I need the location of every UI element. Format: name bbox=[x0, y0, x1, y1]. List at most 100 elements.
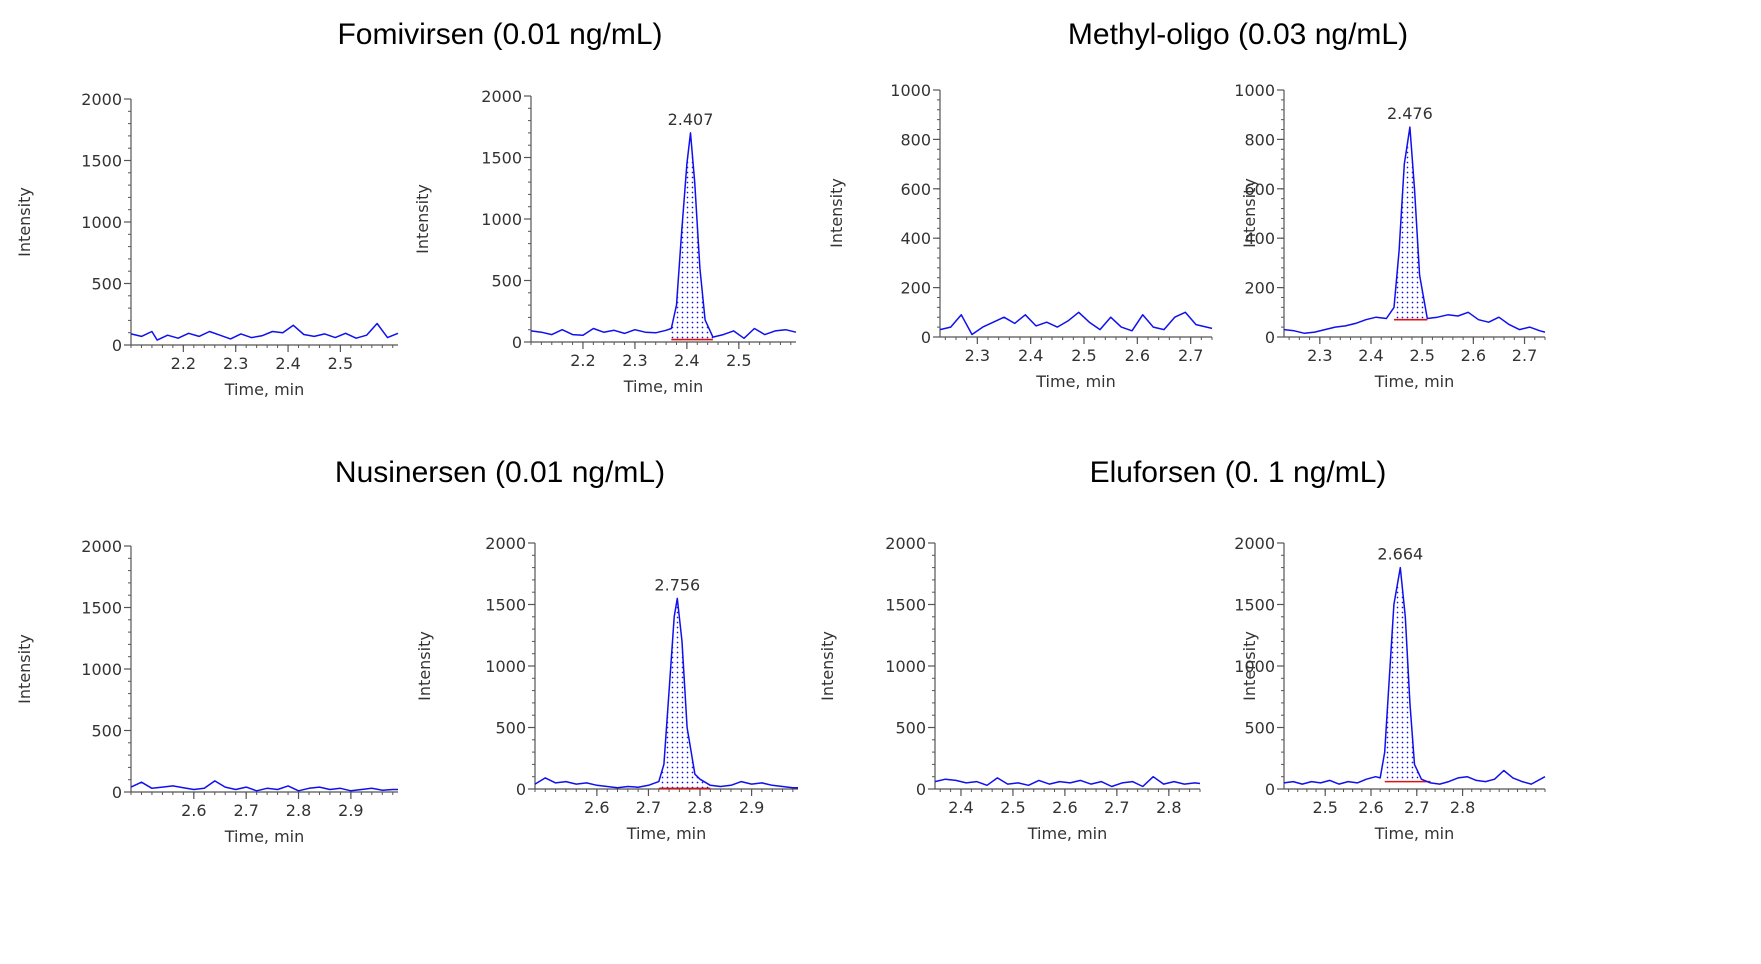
y-axis-label: Intensity bbox=[15, 187, 34, 257]
x-axis-label: Time, min bbox=[623, 377, 704, 396]
x-tick-label: 2.3 bbox=[965, 346, 990, 365]
y-tick-label: 0 bbox=[112, 336, 122, 355]
y-tick-label: 2000 bbox=[81, 537, 122, 556]
x-axis-label: Time, min bbox=[1035, 372, 1116, 391]
x-tick-label: 2.5 bbox=[328, 354, 353, 373]
x-tick-label: 2.2 bbox=[171, 354, 196, 373]
y-tick-label: 2000 bbox=[81, 90, 122, 109]
chromatogram-panel: 0 200 400 600 800 1000 2.3 2.4 2.5 2.6 2.7 Time, mi… bbox=[1234, 81, 1546, 391]
y-axis-label: Intensity bbox=[413, 184, 432, 254]
x-axis-label: Time, min bbox=[1374, 372, 1455, 391]
chromatogram-trace bbox=[130, 780, 398, 792]
y-tick-label: 600 bbox=[900, 180, 931, 199]
y-tick-label: 1000 bbox=[81, 660, 122, 679]
y-axis-label: Intensity bbox=[15, 634, 34, 704]
peak-area bbox=[1384, 567, 1431, 783]
chromatogram-panel: 0 500 1000 1500 2000 2.2 2.3 2.4 2.5 Time, min Int… bbox=[413, 87, 797, 396]
x-tick-label: 2.6 bbox=[1358, 798, 1383, 817]
y-tick-label: 500 bbox=[91, 275, 122, 294]
x-tick-label: 2.4 bbox=[674, 351, 699, 370]
x-tick-label: 2.3 bbox=[223, 354, 248, 373]
chromatogram-trace bbox=[1283, 566, 1546, 785]
x-tick-label: 2.6 bbox=[1052, 798, 1077, 817]
x-tick-label: 2.7 bbox=[233, 801, 258, 820]
y-tick-label: 0 bbox=[921, 328, 931, 347]
x-tick-label: 2.6 bbox=[181, 801, 206, 820]
y-tick-label: 2000 bbox=[885, 534, 926, 553]
x-tick-label: 2.2 bbox=[570, 351, 595, 370]
x-tick-label: 2.9 bbox=[739, 798, 764, 817]
y-tick-label: 1000 bbox=[890, 81, 931, 100]
y-tick-label: 2000 bbox=[1234, 534, 1275, 553]
y-tick-label: 1000 bbox=[481, 210, 522, 229]
y-tick-label: 1500 bbox=[81, 152, 122, 171]
y-tick-label: 1000 bbox=[885, 657, 926, 676]
chromatogram-trace bbox=[530, 132, 797, 340]
x-tick-label: 2.4 bbox=[275, 354, 300, 373]
x-tick-label: 2.6 bbox=[1125, 346, 1150, 365]
y-tick-label: 400 bbox=[900, 229, 931, 248]
x-tick-label: 2.5 bbox=[1312, 798, 1337, 817]
chromatogram-panel: 0 500 1000 1500 2000 2.2 2.3 2.4 2.5 Time, min Int… bbox=[15, 90, 399, 399]
x-tick-label: 2.7 bbox=[1104, 798, 1129, 817]
y-tick-label: 200 bbox=[900, 279, 931, 298]
x-tick-label: 2.8 bbox=[1156, 798, 1181, 817]
group-title: Eluforsen (0. 1 ng/mL) bbox=[1089, 456, 1387, 489]
y-tick-label: 2000 bbox=[481, 87, 522, 106]
y-tick-label: 1000 bbox=[81, 213, 122, 232]
y-tick-label: 1500 bbox=[885, 596, 926, 615]
y-tick-label: 500 bbox=[1244, 719, 1275, 738]
x-tick-label: 2.5 bbox=[1071, 346, 1096, 365]
y-tick-label: 1000 bbox=[485, 657, 526, 676]
peak-retention-label: 2.476 bbox=[1387, 104, 1433, 123]
peak-retention-label: 2.664 bbox=[1377, 545, 1423, 564]
x-tick-label: 2.7 bbox=[1512, 346, 1537, 365]
x-axis-label: Time, min bbox=[224, 827, 305, 846]
y-tick-label: 500 bbox=[495, 719, 526, 738]
y-tick-label: 1500 bbox=[481, 149, 522, 168]
x-tick-label: 2.4 bbox=[1018, 346, 1043, 365]
y-tick-label: 600 bbox=[1244, 180, 1275, 199]
peak-area bbox=[671, 132, 713, 340]
y-axis-label: Intensity bbox=[1240, 631, 1259, 701]
x-tick-label: 2.5 bbox=[1000, 798, 1025, 817]
x-axis-label: Time, min bbox=[626, 824, 707, 843]
chromatogram-panel: 0 500 1000 1500 2000 2.6 2.7 2.8 2.9 Time, min Int… bbox=[415, 534, 798, 843]
peak-retention-label: 2.407 bbox=[668, 110, 714, 129]
x-tick-label: 2.7 bbox=[1404, 798, 1429, 817]
y-axis-label: Intensity bbox=[818, 631, 837, 701]
chromatogram-trace bbox=[130, 322, 399, 341]
x-tick-label: 2.6 bbox=[1461, 346, 1486, 365]
x-tick-label: 2.8 bbox=[1450, 798, 1475, 817]
y-axis-label: Intensity bbox=[827, 178, 846, 248]
y-tick-label: 0 bbox=[1265, 328, 1275, 347]
chromatogram-panel: 0 200 400 600 800 1000 2.3 2.4 2.5 2.6 2.7 Time, mi… bbox=[827, 81, 1213, 391]
chromatogram-trace bbox=[534, 597, 798, 789]
x-tick-label: 2.8 bbox=[286, 801, 311, 820]
x-tick-label: 2.6 bbox=[584, 798, 609, 817]
y-tick-label: 0 bbox=[1265, 780, 1275, 799]
y-tick-label: 500 bbox=[91, 722, 122, 741]
x-tick-label: 2.5 bbox=[726, 351, 751, 370]
x-axis-label: Time, min bbox=[1027, 824, 1108, 843]
group-title: Nusinersen (0.01 ng/mL) bbox=[334, 456, 666, 489]
group-title: Fomivirsen (0.01 ng/mL) bbox=[337, 18, 663, 51]
y-tick-label: 2000 bbox=[485, 534, 526, 553]
x-tick-label: 2.8 bbox=[687, 798, 712, 817]
chromatogram-trace bbox=[934, 775, 1201, 788]
y-axis-label: Intensity bbox=[415, 631, 434, 701]
y-axis-label: Intensity bbox=[1240, 178, 1259, 248]
x-tick-label: 2.4 bbox=[1358, 346, 1383, 365]
y-tick-label: 500 bbox=[895, 719, 926, 738]
x-axis-label: Time, min bbox=[224, 380, 305, 399]
y-tick-label: 0 bbox=[516, 780, 526, 799]
x-tick-label: 2.7 bbox=[1178, 346, 1203, 365]
x-tick-label: 2.3 bbox=[622, 351, 647, 370]
y-tick-label: 500 bbox=[491, 272, 522, 291]
y-tick-label: 200 bbox=[1244, 279, 1275, 298]
y-tick-label: 400 bbox=[1244, 229, 1275, 248]
x-tick-label: 2.4 bbox=[948, 798, 973, 817]
chromatogram-trace bbox=[1283, 126, 1546, 335]
chromatogram-panel: 0 500 1000 1500 2000 2.5 2.6 2.7 2.8 Time, min Int… bbox=[1234, 534, 1546, 843]
